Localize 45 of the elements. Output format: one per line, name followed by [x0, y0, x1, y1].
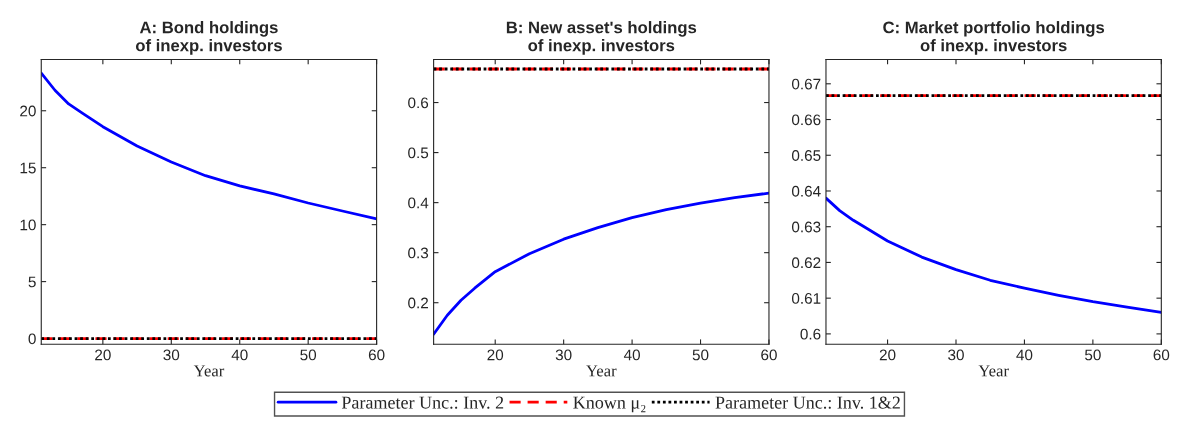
y-tick-label: 0.67	[791, 78, 821, 90]
y-tick-label: 0.66	[791, 114, 821, 126]
legend-label: Parameter Unc.: Inv. 1&2	[715, 396, 900, 409]
line-series	[41, 71, 377, 221]
x-tick-label: 20	[879, 349, 896, 361]
x-tick-label: 40	[623, 349, 640, 361]
x-tick-label: 40	[1016, 349, 1033, 361]
legend-label: Known μ₂	[573, 396, 646, 413]
x-tick-label: 60	[368, 349, 385, 361]
x-axis-title: Year	[193, 365, 225, 377]
chart-title: C: Market portfolio holdings of inexp. investors	[883, 21, 1105, 55]
x-tick-label: 50	[300, 349, 317, 361]
x-tick-label: 20	[95, 349, 111, 361]
x-tick-label: 50	[1084, 349, 1101, 361]
line-series	[825, 196, 1162, 314]
chart-title: A: Bond holdings of inexp. investors	[135, 21, 282, 55]
y-tick-label: 0.6	[408, 97, 429, 109]
y-tick-label: 0.62	[791, 257, 821, 269]
y-tick-label: 0.4	[408, 197, 429, 209]
x-tick-label: 60	[761, 349, 777, 361]
y-tick-label: 0.64	[791, 185, 821, 197]
y-tick-label: 0.63	[791, 221, 821, 233]
x-tick-label: 50	[692, 349, 709, 361]
y-tick-label: 5	[28, 276, 36, 288]
legend-label: Parameter Unc.: Inv. 2	[341, 396, 504, 409]
chart-title: B: New asset's holdings of inexp. investors	[506, 21, 697, 55]
y-tick-label: 0.6	[800, 328, 821, 340]
y-tick-label: 0.3	[408, 247, 429, 259]
y-tick-label: 0.2	[408, 297, 428, 309]
x-axis-title: Year	[586, 365, 617, 377]
y-tick-label: 0.65	[791, 150, 821, 161]
y-tick-label: 15	[20, 162, 36, 174]
y-tick-label: 0	[28, 333, 36, 345]
x-tick-label: 30	[163, 349, 180, 361]
line-series	[433, 191, 769, 336]
x-tick-label: 30	[948, 349, 964, 361]
x-tick-label: 60	[1153, 349, 1170, 361]
y-tick-label: 10	[20, 219, 36, 231]
x-axis-title: Year	[978, 365, 1009, 377]
y-tick-label: 0.61	[791, 293, 821, 304]
y-tick-label: 20	[20, 105, 36, 117]
x-tick-label: 40	[231, 349, 248, 361]
y-tick-label: 0.5	[408, 147, 429, 159]
x-tick-label: 30	[555, 349, 572, 361]
x-tick-label: 20	[487, 349, 504, 361]
